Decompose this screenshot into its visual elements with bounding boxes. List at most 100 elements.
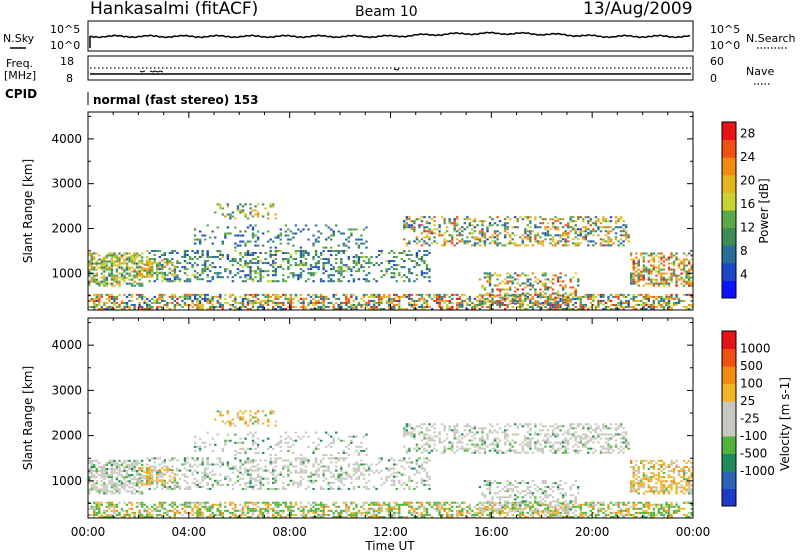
velocity-cell [305,488,307,490]
velocity-cell [602,508,604,510]
power-cell [101,265,103,267]
velocity-cell [196,512,198,514]
power-cell [164,258,166,260]
power-cell [282,274,284,276]
power-cell [600,300,602,302]
power-cell [678,302,680,304]
velocity-cell [327,488,329,490]
power-cell [330,254,332,256]
power-cell [448,220,450,222]
velocity-cell [196,506,198,508]
power-cell [234,258,236,260]
power-cell [363,228,365,230]
power-cell [305,258,307,260]
power-cell [554,293,556,295]
colorbar-tick-label: 24 [740,150,755,164]
power-cell [421,220,423,222]
velocity-cell [136,462,138,464]
power-cell [209,280,211,282]
velocity-cell [237,476,239,478]
power-cell [365,241,367,243]
power-cell [219,276,221,278]
velocity-cell [557,514,559,516]
velocity-cell [456,512,458,514]
power-cell [133,263,135,265]
power-cell [428,222,430,224]
power-cell [179,304,181,306]
power-cell [486,298,488,300]
power-cell [418,250,420,252]
power-cell [161,266,163,268]
power-cell [126,306,128,308]
power-cell [635,271,637,273]
velocity-cell [118,470,120,472]
velocity-cell [96,480,98,482]
power-cell [484,303,486,305]
velocity-cell [436,510,438,512]
power-cell [259,304,261,306]
power-cell [358,245,360,247]
power-cell [496,244,498,246]
power-cell [658,271,660,273]
velocity-cell [121,474,123,476]
power-cell [408,294,410,296]
power-cell [673,269,675,271]
power-cell [254,302,256,304]
power-cell [509,295,511,297]
velocity-cell [365,512,367,514]
velocity-cell [320,506,322,508]
power-cell [403,252,405,254]
velocity-cell [179,470,181,472]
power-cell [171,296,173,298]
power-cell [290,300,292,302]
velocity-cell [365,463,367,465]
velocity-cell [443,510,445,512]
power-cell [559,284,561,286]
power-cell [426,272,428,274]
power-cell [194,298,196,300]
power-cell [567,295,569,297]
velocity-cell [413,508,415,510]
power-cell [650,273,652,275]
velocity-cell [196,466,198,468]
velocity-cell [365,502,367,504]
velocity-cell [91,464,93,466]
velocity-cell [322,512,324,514]
power-cell [481,228,483,230]
velocity-cell [537,514,539,516]
velocity-cell [685,514,687,516]
power-cell [302,228,304,230]
power-cell [93,275,95,277]
colorbar-tick-label: 20 [740,174,755,188]
power-cell [441,296,443,298]
power-cell [108,273,110,275]
power-cell [582,236,584,238]
power-cell [658,261,660,263]
velocity-cell [257,480,259,482]
power-cell [275,294,277,296]
power-cell [249,302,251,304]
velocity-cell [275,466,277,468]
velocity-cell [131,492,133,494]
power-cell [327,237,329,239]
velocity-cell [103,490,105,492]
velocity-cell [597,514,599,516]
power-cell [544,284,546,286]
velocity-cell [136,502,138,504]
velocity-cell [398,506,400,508]
power-cell [401,258,403,260]
power-cell [423,306,425,308]
power-cell [305,298,307,300]
velocity-cell [199,463,201,465]
velocity-cell [244,504,246,506]
power-cell [267,213,269,215]
power-cell [174,250,176,252]
velocity-cell [391,510,393,512]
power-cell [201,304,203,306]
power-cell [146,268,148,270]
power-cell [96,306,98,308]
velocity-cell [237,470,239,472]
power-cell [464,240,466,242]
velocity-cell [219,506,221,508]
power-cell [393,264,395,266]
